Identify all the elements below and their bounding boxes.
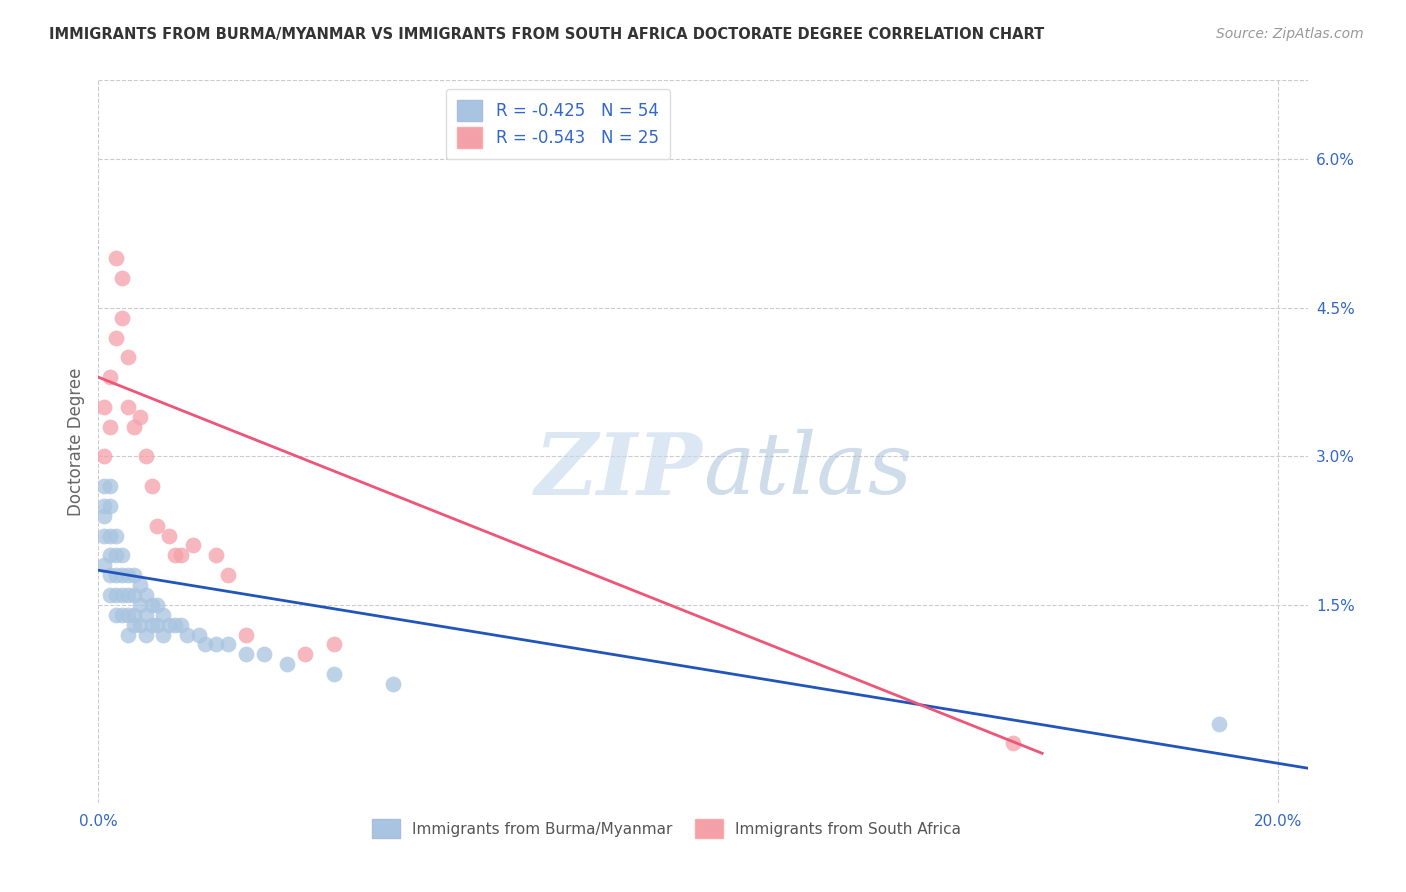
Point <box>111 607 134 622</box>
Point <box>105 252 128 266</box>
Point <box>128 598 150 612</box>
Point <box>105 330 128 344</box>
Point <box>93 508 115 523</box>
Point <box>323 637 346 651</box>
Text: IMMIGRANTS FROM BURMA/MYANMAR VS IMMIGRANTS FROM SOUTH AFRICA DOCTORATE DEGREE C: IMMIGRANTS FROM BURMA/MYANMAR VS IMMIGRA… <box>49 27 1045 42</box>
Point <box>382 677 405 691</box>
Point <box>128 409 150 424</box>
Point <box>105 568 128 582</box>
Point <box>165 549 187 563</box>
Point <box>93 400 115 414</box>
Point <box>141 598 163 612</box>
Point <box>117 568 139 582</box>
Point <box>98 568 121 582</box>
Point <box>170 617 193 632</box>
Point <box>111 549 134 563</box>
Point <box>1208 716 1230 731</box>
Y-axis label: Doctorate Degree: Doctorate Degree <box>66 368 84 516</box>
Point <box>98 370 121 384</box>
Point <box>205 637 228 651</box>
Point <box>187 627 209 641</box>
Point <box>117 607 139 622</box>
Point <box>117 351 139 365</box>
Point <box>217 637 239 651</box>
Point <box>181 539 204 553</box>
Point <box>105 528 128 542</box>
Point <box>98 479 121 493</box>
Point <box>128 617 150 632</box>
Legend: Immigrants from Burma/Myanmar, Immigrants from South Africa: Immigrants from Burma/Myanmar, Immigrant… <box>364 812 969 846</box>
Point <box>122 607 145 622</box>
Point <box>323 667 346 681</box>
Point <box>235 627 257 641</box>
Point <box>111 310 134 325</box>
Point <box>157 617 180 632</box>
Point <box>98 528 121 542</box>
Point <box>152 627 174 641</box>
Point <box>93 479 115 493</box>
Point <box>141 479 163 493</box>
Point <box>111 568 134 582</box>
Point <box>122 419 145 434</box>
Point <box>205 549 228 563</box>
Point <box>98 549 121 563</box>
Text: Source: ZipAtlas.com: Source: ZipAtlas.com <box>1216 27 1364 41</box>
Point <box>98 419 121 434</box>
Point <box>135 607 157 622</box>
Point <box>135 627 157 641</box>
Point <box>135 450 157 464</box>
Point <box>98 588 121 602</box>
Point <box>146 598 169 612</box>
Point <box>170 549 193 563</box>
Point <box>1001 736 1024 750</box>
Point <box>128 578 150 592</box>
Point <box>93 558 115 573</box>
Point <box>122 617 145 632</box>
Point <box>117 400 139 414</box>
Point <box>146 518 169 533</box>
Point <box>157 528 180 542</box>
Point <box>135 588 157 602</box>
Point <box>122 588 145 602</box>
Point <box>165 617 187 632</box>
Point <box>111 271 134 285</box>
Text: ZIP: ZIP <box>536 429 703 512</box>
Point <box>105 588 128 602</box>
Point <box>294 648 316 662</box>
Point <box>93 450 115 464</box>
Point <box>194 637 217 651</box>
Point <box>111 588 134 602</box>
Point <box>93 528 115 542</box>
Point <box>217 568 239 582</box>
Point <box>152 607 174 622</box>
Point <box>122 568 145 582</box>
Point <box>176 627 198 641</box>
Point <box>117 627 139 641</box>
Point <box>146 617 169 632</box>
Point <box>235 648 257 662</box>
Point <box>93 499 115 513</box>
Point <box>105 607 128 622</box>
Point <box>276 657 298 672</box>
Point <box>141 617 163 632</box>
Point <box>105 549 128 563</box>
Point <box>252 648 274 662</box>
Point <box>98 499 121 513</box>
Point <box>117 588 139 602</box>
Text: atlas: atlas <box>703 429 912 512</box>
